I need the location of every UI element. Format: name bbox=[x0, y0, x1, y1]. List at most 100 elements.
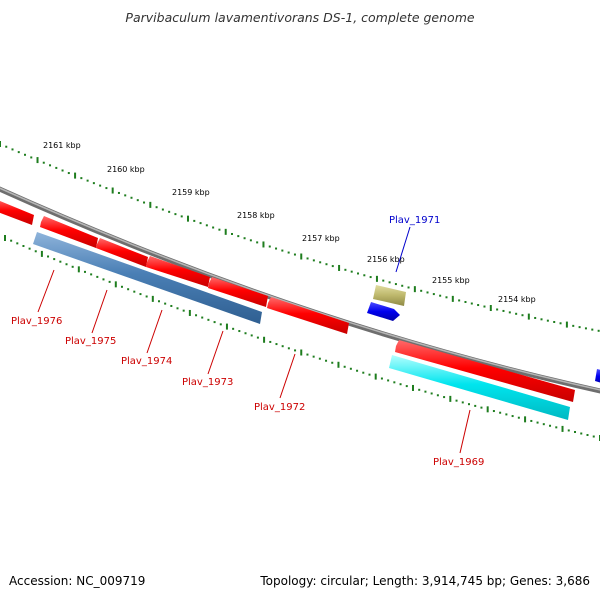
major-tick bbox=[561, 425, 564, 432]
gene-label-plav-1969[interactable]: Plav_1969 bbox=[433, 457, 484, 468]
minor-tick bbox=[382, 279, 385, 282]
minor-tick bbox=[5, 145, 8, 148]
minor-tick bbox=[83, 270, 86, 273]
major-tick bbox=[449, 395, 452, 402]
tick-label: 2161 kbp bbox=[43, 141, 81, 150]
major-tick bbox=[451, 295, 454, 302]
gene-plav-1971[interactable] bbox=[373, 285, 406, 306]
minor-tick bbox=[499, 411, 502, 414]
gene-plav-1973[interactable] bbox=[208, 277, 268, 307]
gene-cyan[interactable] bbox=[389, 355, 570, 420]
minor-tick bbox=[511, 415, 514, 418]
minor-tick bbox=[59, 260, 62, 263]
minor-tick bbox=[120, 285, 123, 288]
minor-tick bbox=[584, 327, 587, 330]
major-tick bbox=[149, 201, 152, 208]
tick-label: 2156 kbp bbox=[367, 255, 405, 264]
gene-label-plav-1976[interactable]: Plav_1976 bbox=[11, 316, 62, 327]
minor-tick bbox=[281, 345, 284, 348]
major-tick bbox=[338, 264, 341, 271]
minor-tick bbox=[201, 316, 204, 319]
minor-tick bbox=[401, 284, 404, 287]
minor-tick bbox=[445, 296, 448, 299]
minor-tick bbox=[168, 210, 171, 213]
minor-tick bbox=[319, 261, 322, 264]
minor-tick bbox=[145, 295, 148, 298]
major-tick bbox=[188, 309, 191, 316]
minor-tick bbox=[574, 430, 577, 433]
minor-tick bbox=[306, 353, 309, 356]
minor-tick bbox=[22, 245, 25, 248]
minor-tick bbox=[218, 228, 221, 231]
minor-tick bbox=[99, 184, 102, 187]
lower-tick-dots bbox=[4, 235, 600, 441]
major-tick bbox=[224, 228, 227, 235]
minor-tick bbox=[540, 318, 543, 321]
minor-tick bbox=[567, 429, 570, 432]
minor-tick bbox=[268, 245, 271, 248]
minor-tick bbox=[325, 359, 328, 362]
minor-tick bbox=[356, 369, 359, 372]
gene-plav-1974[interactable] bbox=[146, 256, 210, 287]
minor-tick bbox=[363, 274, 366, 277]
minor-tick bbox=[157, 300, 160, 303]
minor-tick bbox=[534, 316, 537, 319]
gene-plav-1970[interactable] bbox=[367, 302, 400, 321]
minor-tick bbox=[464, 300, 467, 303]
label-leader-line-blue bbox=[395, 226, 411, 273]
minor-tick bbox=[124, 194, 127, 197]
major-tick bbox=[186, 215, 189, 222]
minor-tick bbox=[176, 307, 179, 310]
gene-label-plav-1972[interactable]: Plav_1972 bbox=[254, 402, 305, 413]
minor-tick bbox=[436, 394, 439, 397]
major-tick bbox=[263, 336, 266, 343]
gene-blue-operon[interactable] bbox=[33, 232, 262, 324]
gene-label-plav-1974[interactable]: Plav_1974 bbox=[121, 356, 172, 367]
minor-tick bbox=[461, 401, 464, 404]
minor-tick bbox=[193, 219, 196, 222]
minor-tick bbox=[108, 280, 111, 283]
major-tick bbox=[36, 157, 39, 164]
minor-tick bbox=[439, 294, 442, 297]
minor-tick bbox=[199, 222, 202, 225]
minor-tick bbox=[164, 302, 167, 305]
major-tick bbox=[0, 141, 1, 147]
minor-tick bbox=[28, 247, 31, 250]
minor-tick bbox=[380, 377, 383, 380]
minor-tick bbox=[344, 268, 347, 271]
gene-label-plav-1971[interactable]: Plav_1971 bbox=[389, 215, 440, 226]
minor-tick bbox=[331, 361, 334, 364]
minor-tick bbox=[393, 381, 396, 384]
minor-tick bbox=[458, 299, 461, 302]
tick-label: 2157 kbp bbox=[302, 234, 340, 243]
minor-tick bbox=[195, 314, 198, 317]
minor-tick bbox=[71, 265, 74, 268]
minor-tick bbox=[536, 421, 539, 424]
minor-tick bbox=[508, 311, 511, 314]
major-tick bbox=[375, 275, 378, 282]
minor-tick bbox=[219, 323, 222, 326]
minor-tick bbox=[432, 293, 435, 296]
gene-plav-1975[interactable] bbox=[96, 238, 148, 267]
gene-plav-1969[interactable] bbox=[395, 340, 575, 402]
minor-tick bbox=[49, 164, 52, 167]
genome-backbone-highlight bbox=[0, 187, 600, 391]
gene-edge-right[interactable] bbox=[595, 369, 600, 384]
minor-tick bbox=[250, 334, 253, 337]
genome-summary-text: Topology: circular; Length: 3,914,745 bp… bbox=[260, 574, 590, 588]
minor-tick bbox=[578, 326, 581, 329]
gene-plav-1972[interactable] bbox=[267, 297, 349, 334]
minor-tick bbox=[470, 302, 473, 305]
gene-plav-1976[interactable] bbox=[40, 216, 98, 248]
major-tick bbox=[151, 295, 154, 302]
minor-tick bbox=[368, 373, 371, 376]
minor-tick bbox=[331, 265, 334, 268]
minor-tick bbox=[281, 249, 284, 252]
gene-plav-1977[interactable] bbox=[0, 199, 34, 225]
minor-tick bbox=[269, 340, 272, 343]
gene-label-plav-1975[interactable]: Plav_1975 bbox=[65, 336, 116, 347]
minor-tick bbox=[275, 247, 278, 250]
gene-label-plav-1973[interactable]: Plav_1973 bbox=[182, 377, 233, 388]
